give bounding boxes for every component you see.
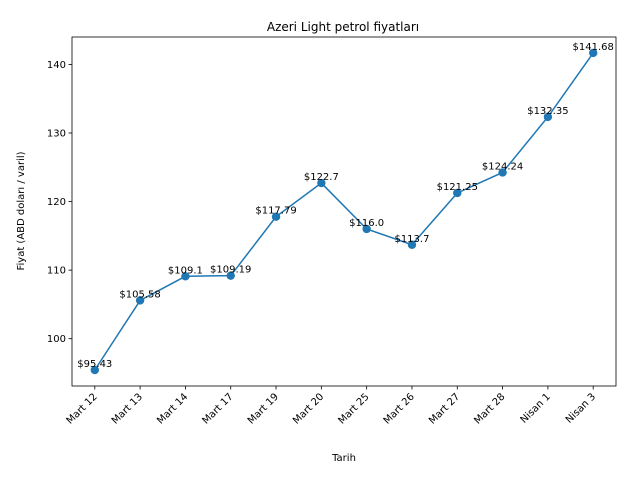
- data-label: $124.24: [482, 161, 523, 172]
- data-point: [226, 271, 235, 280]
- x-tick-label: Mart 28: [472, 392, 507, 427]
- data-label: $122.7: [304, 172, 339, 183]
- data-point: [407, 240, 417, 249]
- plot-area-frame: [71, 36, 617, 387]
- data-points: [90, 48, 598, 375]
- x-tick-label: Mart 17: [201, 392, 236, 427]
- y-tick-label: 130: [47, 128, 66, 139]
- data-label: $141.68: [573, 42, 614, 53]
- x-tick-label: Mart 26: [382, 392, 417, 427]
- data-label: $109.1: [168, 265, 203, 276]
- data-label: $121.25: [437, 182, 478, 193]
- data-point: [317, 178, 326, 188]
- y-axis-label: Fiyat (ABD doları / varil): [16, 151, 27, 270]
- x-tick-label: Nisan 3: [564, 392, 598, 426]
- series-line: [94, 52, 594, 371]
- y-tick-label: 120: [47, 197, 66, 208]
- data-point: [90, 365, 100, 375]
- chart-title: Azeri Light petrol fiyatları: [267, 20, 419, 34]
- y-axis-ticks: 100 110 120 130 140: [47, 60, 72, 345]
- x-tick-label: Mart 19: [246, 392, 281, 427]
- x-tick-label: Mart 14: [155, 392, 190, 427]
- x-axis-label: Tarih: [331, 453, 356, 464]
- data-point: [362, 224, 371, 234]
- data-label: $113.7: [394, 234, 429, 245]
- x-tick-label: Mart 20: [291, 392, 326, 427]
- x-tick-label: Mart 27: [427, 392, 462, 427]
- y-tick-label: 110: [47, 266, 66, 277]
- x-tick-label: Mart 25: [336, 392, 371, 427]
- data-point: [498, 168, 507, 177]
- data-point: [543, 112, 553, 122]
- x-axis-ticks: Mart 12 Mart 13 Mart 14 Mart 17 Mart 19 Mart …: [65, 386, 598, 427]
- data-point: [589, 48, 598, 58]
- data-label: $117.79: [255, 206, 296, 217]
- data-label: $109.19: [210, 265, 251, 276]
- data-point: [135, 296, 145, 305]
- data-point: [271, 212, 281, 221]
- x-tick-label: Nisan 1: [519, 392, 553, 426]
- data-label: $95.43: [77, 359, 112, 370]
- y-tick-label: 140: [47, 60, 66, 71]
- x-tick-label: Mart 13: [110, 392, 145, 427]
- data-label: $132.35: [527, 106, 568, 117]
- data-labels: $95.43 $105.58 $109.1 $109.19 $117.79 $122.7 $…: [77, 42, 614, 370]
- data-point: [453, 188, 462, 198]
- data-label: $105.58: [119, 289, 160, 300]
- data-label: $116.0: [349, 218, 384, 229]
- y-tick-label: 100: [47, 334, 66, 345]
- data-point: [181, 272, 190, 281]
- x-tick-label: Mart 12: [65, 392, 100, 427]
